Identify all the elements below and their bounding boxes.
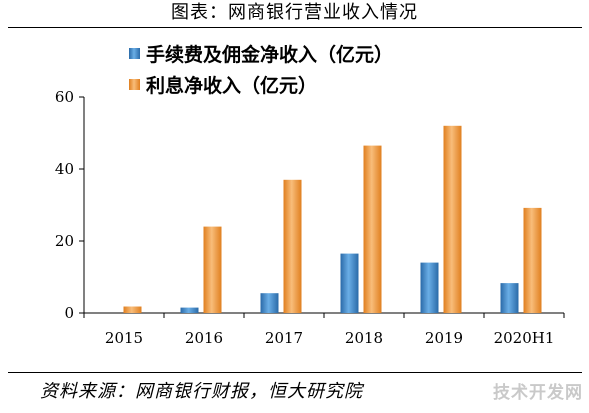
bar-fee [420, 262, 439, 313]
source-note: 资料来源：网商银行财报，恒大研究院 [40, 381, 363, 402]
legend-label-fee: 手续费及佣金净收入（亿元） [146, 43, 393, 66]
x-tick-label: 2020H1 [494, 329, 555, 347]
bars [123, 125, 542, 313]
bar-fee [500, 283, 519, 313]
x-tick-label: 2017 [265, 329, 303, 347]
bar-interest [283, 179, 302, 313]
bar-interest [363, 145, 382, 313]
bar-chart: 手续费及佣金净收入（亿元） 利息净收入（亿元） 0 20 40 60 2015 2016… [55, 43, 565, 347]
legend-item-interest: 利息净收入（亿元） [129, 74, 317, 97]
top-rule [8, 27, 582, 28]
bar-interest [203, 226, 222, 313]
bar-fee [180, 307, 199, 313]
bar-interest [523, 207, 542, 313]
x-tick-label: 2016 [185, 329, 223, 347]
x-axis: 2015 2016 2017 2018 2019 2020H1 [83, 312, 565, 347]
bar-interest [123, 306, 142, 313]
legend-swatch-interest [129, 79, 140, 90]
x-tick-label: 2018 [345, 329, 383, 347]
bar-fee [260, 293, 279, 313]
chart-title: 图表：网商银行营业收入情况 [171, 2, 418, 23]
watermark-logo: 技术开发网 [493, 383, 583, 403]
y-tick-label: 20 [55, 232, 74, 250]
bar-interest [443, 125, 462, 313]
y-tick-label: 40 [55, 160, 74, 178]
legend-label-interest: 利息净收入（亿元） [146, 74, 317, 97]
x-tick-label: 2015 [105, 329, 143, 347]
legend: 手续费及佣金净收入（亿元） 利息净收入（亿元） [129, 43, 393, 97]
x-tick-label: 2019 [425, 329, 463, 347]
legend-item-fee: 手续费及佣金净收入（亿元） [129, 43, 393, 66]
bottom-rule [8, 372, 582, 373]
legend-swatch-fee [129, 48, 140, 59]
y-axis: 0 20 40 60 [55, 88, 85, 322]
bar-fee [340, 253, 359, 313]
y-tick-label: 60 [55, 88, 74, 106]
y-tick-label: 0 [64, 304, 74, 322]
